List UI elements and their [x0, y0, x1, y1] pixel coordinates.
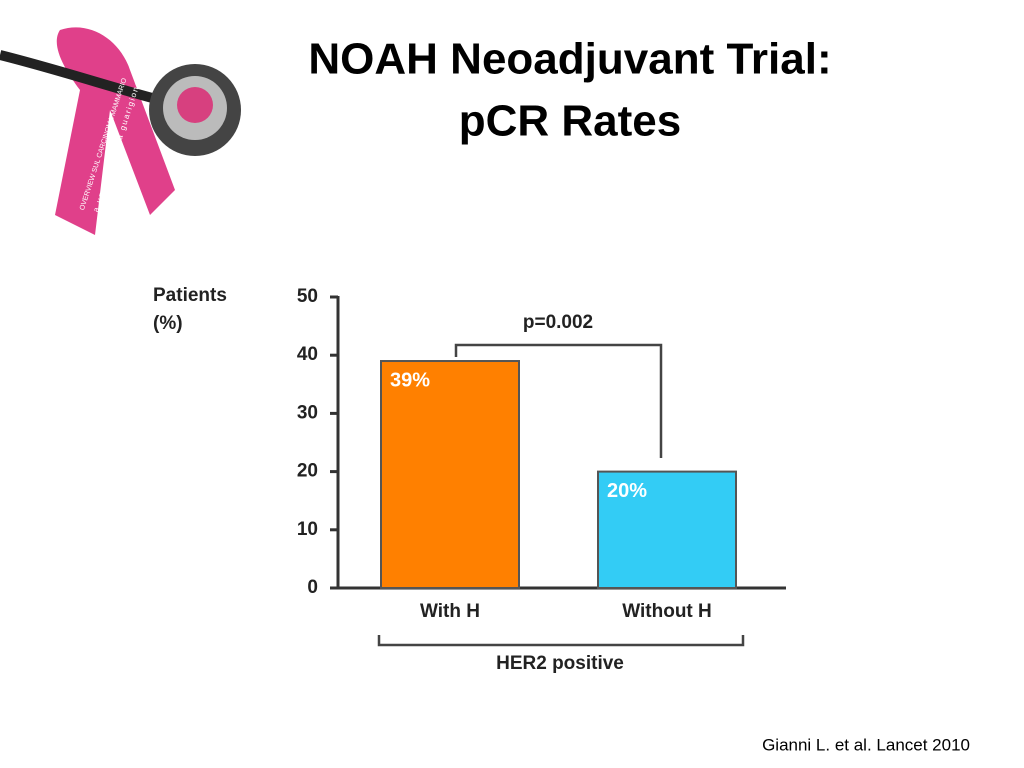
citation: Gianni L. et al. Lancet 2010	[762, 735, 970, 754]
logo: OVERVIEW SUL CARCINOMA MAMMARIO a un pas…	[0, 27, 241, 235]
bar	[597, 470, 737, 590]
p-bracket	[454, 343, 663, 458]
x-tick-label: With H	[420, 601, 480, 622]
y-tick-label: 50	[297, 286, 318, 307]
y-axis-label: Patients	[153, 285, 227, 306]
y-tick-label: 10	[297, 519, 318, 540]
bar	[380, 360, 520, 589]
y-tick-label: 20	[297, 461, 318, 482]
group-label: HER2 positive	[496, 653, 624, 674]
x-tick-label: Without H	[622, 601, 712, 622]
annotation: p=0.002	[523, 312, 593, 333]
y-tick-label: 30	[297, 402, 318, 423]
value-label: 39%	[390, 369, 430, 391]
stethoscope-center	[177, 87, 213, 123]
y-tick-label: 0	[307, 577, 318, 598]
y-axis-label: (%)	[153, 313, 183, 334]
slide-title: pCR Rates	[459, 97, 682, 146]
value-label: 20%	[607, 480, 647, 502]
slide-title: NOAH Neoadjuvant Trial:	[308, 35, 831, 84]
y-tick-label: 40	[297, 344, 318, 365]
stethoscope-tube	[0, 50, 162, 105]
group-bracket	[377, 635, 745, 647]
